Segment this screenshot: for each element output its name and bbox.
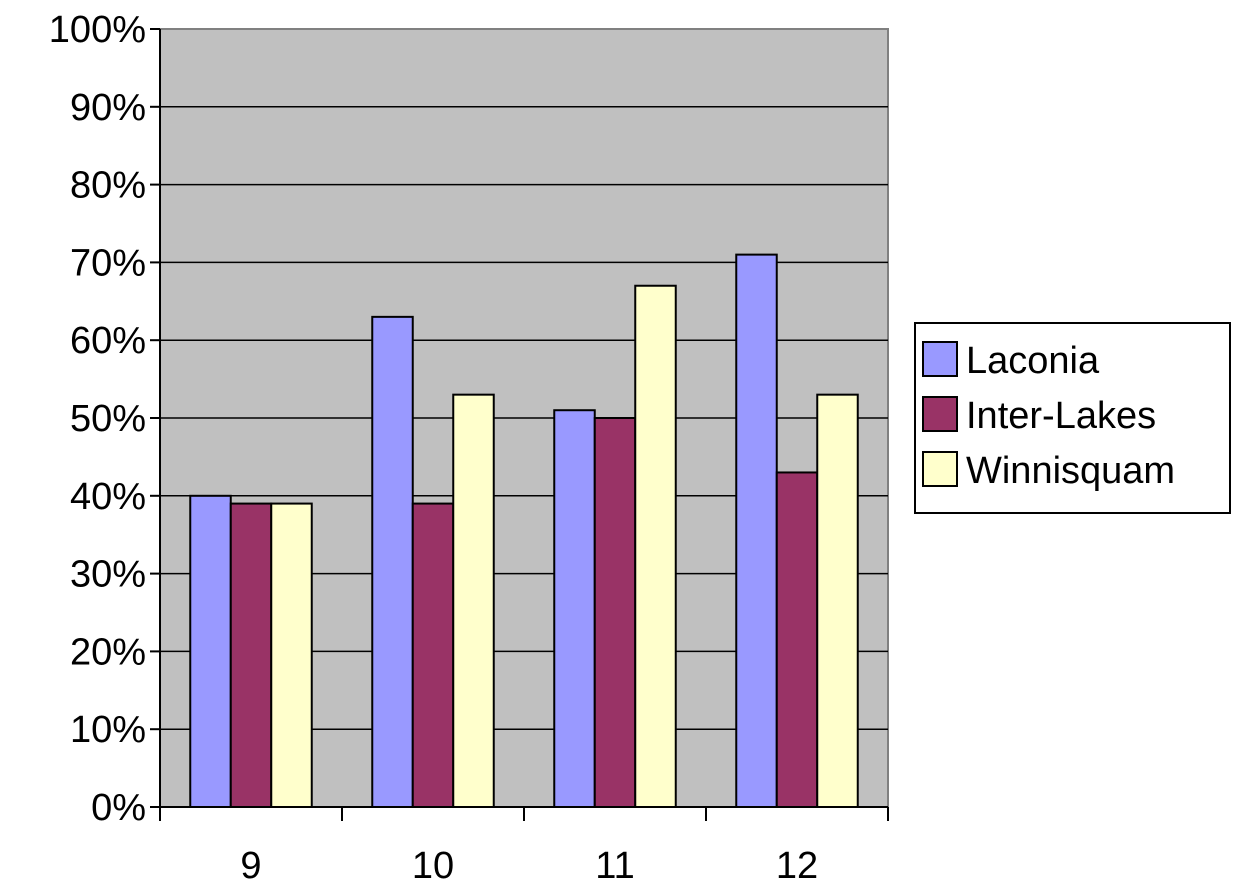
legend: Laconia Inter-Lakes Winnisquam [914,322,1231,514]
legend-label: Winnisquam [966,450,1175,492]
y-tick-label: 50% [70,398,146,440]
bar-winnisquam-11 [634,284,677,808]
legend-box [914,322,1231,514]
bar-inter-lakes-9 [229,502,273,808]
bar-laconia-9 [189,494,232,808]
bars [189,253,859,808]
legend-swatch [922,341,958,377]
bar-winnisquam-9 [270,502,313,808]
legend-label: Inter-Lakes [966,395,1156,437]
x-tick-label: 11 [595,845,634,887]
y-tick-label: 100% [49,9,146,51]
x-ticks: 9 10 11 12 [159,807,889,887]
bar-laconia-11 [553,409,596,808]
y-tick-label: 20% [70,631,146,673]
y-tick-label: 70% [70,242,146,284]
x-tick-label: 12 [776,845,818,887]
x-tick-label: 10 [412,845,454,887]
y-tick-label: 60% [70,320,146,362]
y-tick-label: 80% [70,165,146,207]
bar-laconia-10 [371,315,414,808]
bar-winnisquam-10 [452,393,495,808]
y-ticks: 0% 10% 20% 30% 40% 50% 60% 70% 80% 90% 100% [49,9,160,829]
legend-swatch [922,396,958,432]
bar-inter-lakes-10 [411,502,455,808]
legend-label: Laconia [966,340,1100,382]
y-tick-label: 40% [70,476,146,518]
bar-winnisquam-12 [816,393,859,808]
x-tick-label: 9 [240,845,261,887]
legend-swatch [922,451,958,487]
bar-inter-lakes-11 [593,417,637,808]
bar-inter-lakes-12 [775,471,819,808]
y-tick-label: 0% [91,787,146,829]
y-tick-label: 10% [70,709,146,751]
y-tick-label: 30% [70,554,146,596]
y-tick-label: 90% [70,87,146,129]
bar-laconia-12 [735,253,778,808]
